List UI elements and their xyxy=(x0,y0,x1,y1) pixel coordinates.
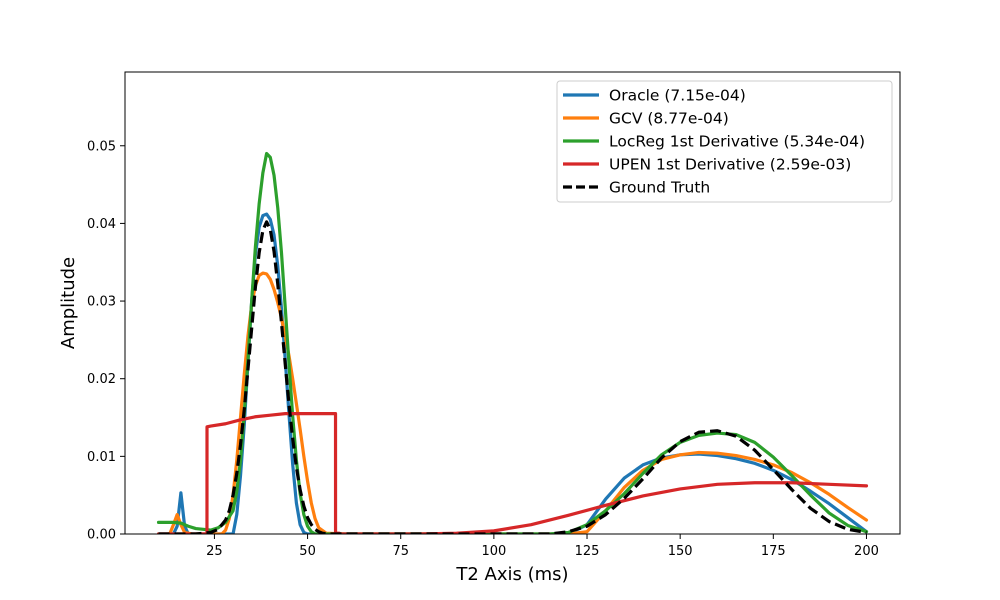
legend-label-2: GCV (8.77e-04) xyxy=(609,110,729,128)
legend-label-1: Oracle (7.15e-04) xyxy=(609,87,746,105)
series-line-5 xyxy=(158,220,867,534)
x-axis: 25 50 75 100 125 150 175 200 xyxy=(206,534,879,559)
legend-box xyxy=(556,80,893,203)
x-tick-label: 100 xyxy=(481,544,506,559)
x-tick-label: 75 xyxy=(392,544,409,559)
x-tick-label: 200 xyxy=(854,544,879,559)
x-tick-label: 150 xyxy=(668,544,693,559)
y-tick-label: 0.01 xyxy=(87,450,116,465)
series-line-2 xyxy=(156,271,869,534)
x-tick-label: 25 xyxy=(206,544,223,559)
plot-frame xyxy=(124,71,901,535)
x-axis-title: T2 Axis (ms) xyxy=(455,564,568,585)
y-axis-title: Amplitude xyxy=(58,257,79,349)
legend-label-5: Ground Truth xyxy=(609,179,710,197)
y-tick-label: 0.03 xyxy=(87,295,116,310)
y-tick-label: 0.00 xyxy=(87,528,116,543)
plot-lines xyxy=(156,151,869,534)
y-tick-label: 0.04 xyxy=(87,217,116,232)
y-tick-label: 0.02 xyxy=(87,372,116,387)
legend-label-3: LocReg 1st Derivative (5.34e-04) xyxy=(609,133,865,151)
series-line-4 xyxy=(156,412,869,534)
y-axis: 0.00 0.01 0.02 0.03 0.04 0.05 xyxy=(87,139,125,543)
y-tick-label: 0.05 xyxy=(87,139,116,154)
x-tick-label: 125 xyxy=(575,544,600,559)
legend-label-4: UPEN 1st Derivative (2.59e-03) xyxy=(609,156,851,174)
legend: Oracle (7.15e-04) GCV (8.77e-04) LocReg 1s… xyxy=(556,80,893,203)
series-line-1 xyxy=(156,212,869,534)
x-tick-label: 175 xyxy=(761,544,786,559)
x-tick-label: 50 xyxy=(299,544,316,559)
series-line-3 xyxy=(156,151,869,534)
